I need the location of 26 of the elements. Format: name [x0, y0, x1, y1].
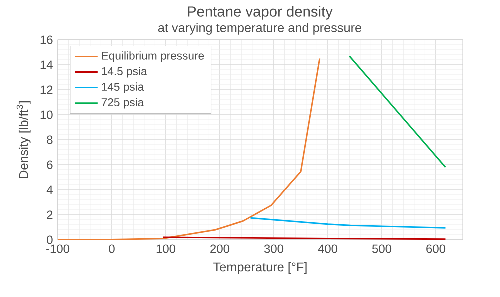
line-series — [250, 217, 446, 229]
legend-label: Equilibrium pressure — [102, 52, 204, 62]
y-tick-label: 4 — [46, 186, 53, 194]
x-axis-title: Temperature [°F] — [214, 262, 307, 274]
x-tick-label: 500 — [372, 244, 392, 254]
x-tick-label: 100 — [156, 244, 176, 254]
y-tick-label: 0 — [47, 236, 53, 244]
x-tick-label: -100 — [46, 244, 70, 254]
chart-title: Pentane vapor density — [188, 6, 333, 20]
y-tick-label: 14 — [40, 60, 53, 70]
x-tick-label: 0 — [109, 244, 115, 254]
chart-subtitle: at varying temperature and pressure — [158, 23, 362, 35]
x-tick-label: 200 — [210, 244, 230, 254]
y-tick-label: 6 — [47, 160, 53, 170]
x-tick-label: 600 — [426, 244, 446, 254]
y-tick-label: 2 — [47, 210, 53, 220]
y-tick-label: 16 — [40, 36, 53, 44]
legend-label: 725 psia — [102, 98, 144, 109]
y-tick-label: 10 — [40, 110, 53, 120]
legend-label: 14.5 psia — [102, 67, 148, 78]
y-tick-label: 8 — [47, 136, 53, 144]
y-axis-title: Density [lb/ft$^{3}$] — [16, 102, 31, 178]
x-tick-label: 400 — [318, 244, 338, 254]
y-tick-label: 12 — [40, 86, 53, 94]
x-tick-label: 300 — [264, 244, 284, 254]
legend-label: 145 psia — [102, 82, 144, 94]
